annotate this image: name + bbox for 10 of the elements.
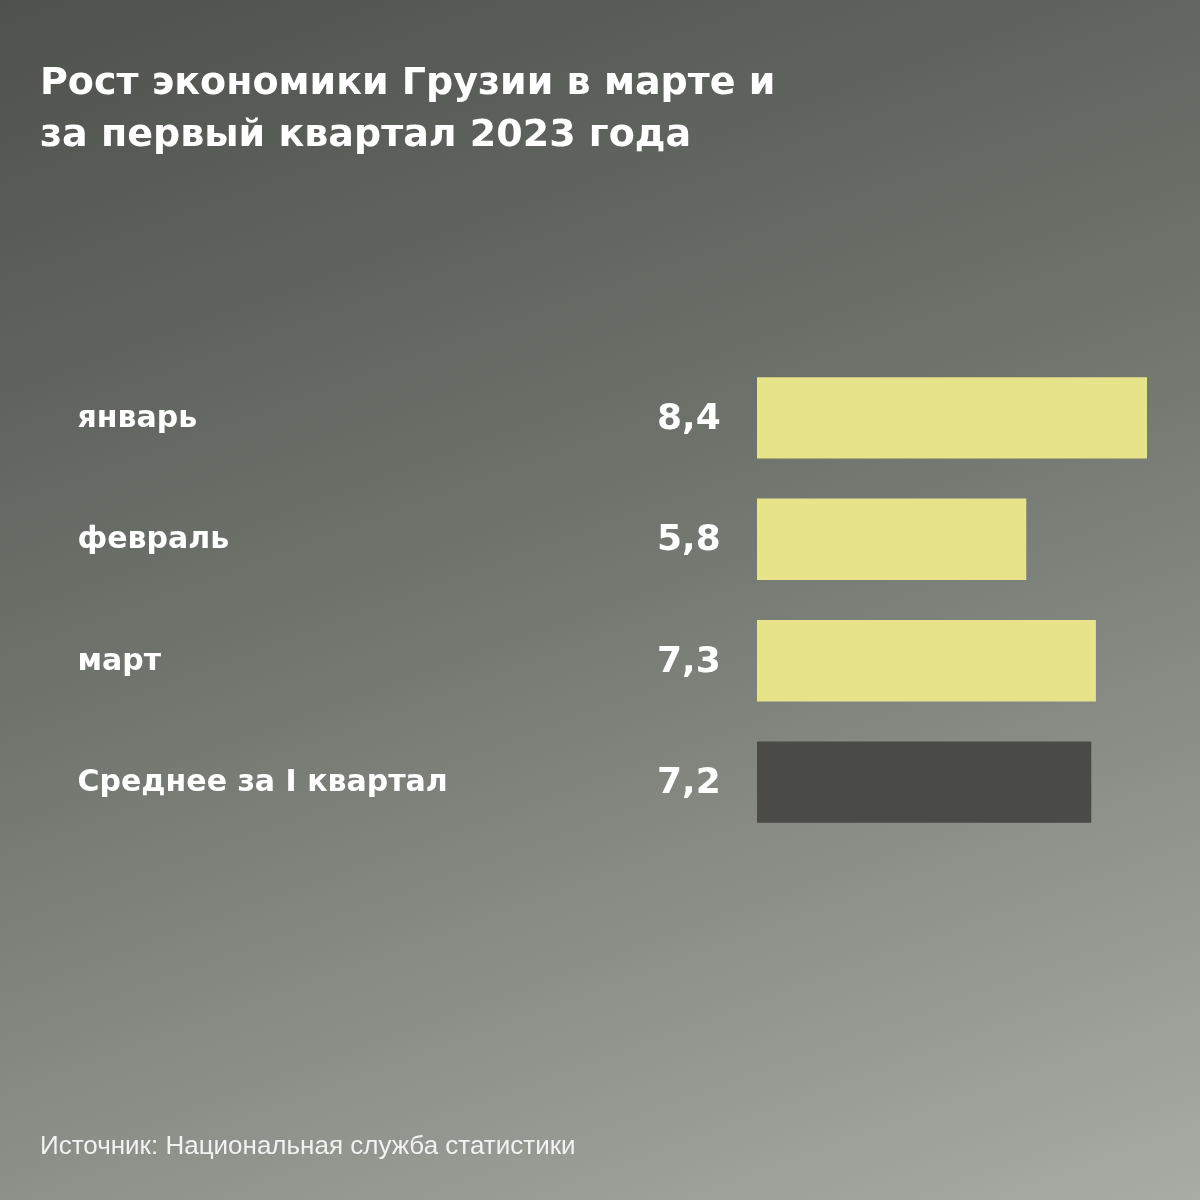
- y-tick-label: февраль: [77, 520, 230, 556]
- data-label: 5,8: [657, 517, 721, 559]
- y-tick-label: январь: [77, 398, 198, 434]
- data-label: 7,3: [657, 638, 721, 680]
- y-tick-label: март: [77, 641, 162, 677]
- data-label: 8,4: [657, 395, 721, 437]
- text: Рост экономики Грузии в марте и за первый квартал 2023 года: [40, 58, 777, 157]
- y-tick-label: Среднее за I квартал: [77, 763, 448, 799]
- data-label: 7,2: [657, 760, 721, 802]
- text: Источник: Национальная служба статистики: [40, 1130, 576, 1161]
